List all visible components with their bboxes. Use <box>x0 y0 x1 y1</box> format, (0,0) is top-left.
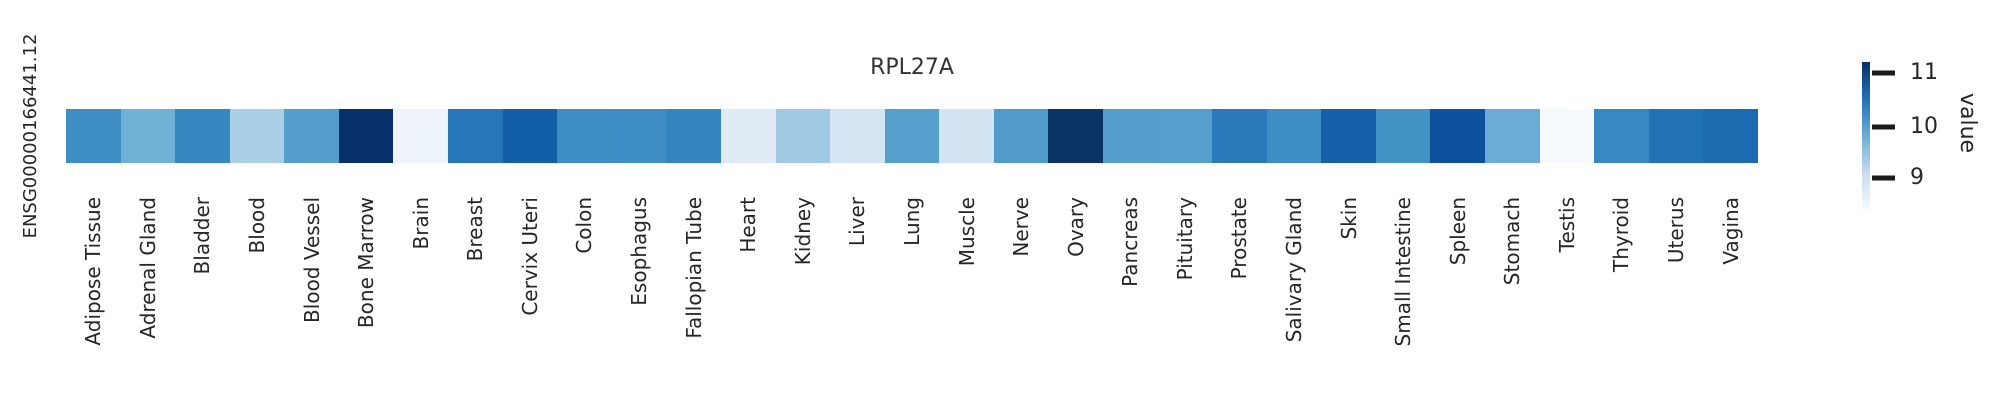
x-tick-label: Blood Vessel <box>299 197 324 323</box>
heatmap-cell <box>1212 109 1267 163</box>
x-tick-label: Bladder <box>190 197 215 275</box>
heatmap-cell <box>1703 109 1758 163</box>
x-axis-tick-labels: Adipose Tissue Adrenal Gland Bladder Blood B… <box>66 197 1758 397</box>
x-tick-label: Ovary <box>1063 197 1088 257</box>
x-tick-label: Liver <box>845 197 870 247</box>
heatmap-cell <box>338 109 394 163</box>
x-tick-label: Colon <box>572 197 597 254</box>
heatmap-cell <box>66 109 121 163</box>
x-tick-label: Vagina <box>1718 197 1743 265</box>
heatmap-cell <box>284 109 339 163</box>
x-tick-label: Uterus <box>1664 197 1689 264</box>
heatmap-cell <box>120 109 176 163</box>
x-tick-label: Stomach <box>1500 197 1525 286</box>
colorbar-tick-10 <box>1872 124 1895 129</box>
x-tick-label: Salivary Gland <box>1282 197 1306 343</box>
heatmap-cell <box>993 109 1049 163</box>
colorbar: 11 10 9 <box>1862 62 1982 210</box>
x-tick-label: Heart <box>736 197 761 253</box>
x-tick-label: Adipose Tissue <box>81 197 106 346</box>
y-axis-row-label: ENSG00000166441.12 <box>20 33 41 239</box>
heatmap-cell <box>720 109 776 163</box>
heatmap-cell <box>1594 109 1649 163</box>
x-tick-label: Breast <box>463 197 488 262</box>
heatmap-cell <box>666 109 721 163</box>
heatmap-row <box>66 109 1758 163</box>
x-tick-label: Muscle <box>954 197 979 267</box>
heatmap-cell <box>1430 109 1486 163</box>
heatmap-cell <box>1048 109 1103 163</box>
x-tick-label: Nerve <box>1009 197 1034 257</box>
colorbar-gradient <box>1862 62 1870 210</box>
x-tick-label: Blood <box>245 197 270 254</box>
x-tick-label: Thyroid <box>1609 197 1634 272</box>
x-tick-label: Bone Marrow <box>354 197 379 329</box>
heatmap-cell <box>1375 109 1431 163</box>
x-tick-label: Pituitary <box>1172 197 1197 281</box>
x-tick-label: Esophagus <box>627 197 652 306</box>
x-tick-label: Skin <box>1336 197 1361 240</box>
x-tick-label: Small Intestine <box>1391 197 1416 347</box>
heatmap-cell <box>557 109 612 163</box>
x-tick-label: Kidney <box>790 197 815 266</box>
x-tick-label: Pancreas <box>1118 197 1143 287</box>
heatmap-cell <box>884 109 940 163</box>
colorbar-tick-11 <box>1872 70 1895 76</box>
x-tick-label: Testis <box>1554 197 1579 253</box>
heatmap-cell <box>393 109 449 163</box>
x-tick-label: Brain <box>408 197 433 250</box>
x-tick-label: Prostate <box>1227 197 1252 280</box>
heatmap-cell <box>448 109 503 163</box>
x-tick-label: Spleen <box>1445 197 1470 266</box>
colorbar-axis-label: value <box>1955 92 1980 154</box>
heatmap-cell <box>1539 109 1595 163</box>
x-tick-label: Adrenal Gland <box>135 197 160 339</box>
colorbar-tick-label: 10 <box>1910 113 1938 139</box>
x-tick-label: Lung <box>899 197 924 246</box>
heatmap-cell <box>830 109 885 163</box>
heatmap-cell <box>502 109 558 163</box>
heatmap-cell <box>229 109 285 163</box>
heatmap-cell <box>775 109 831 163</box>
x-tick-label: Cervix Uteri <box>517 197 542 316</box>
heatmap-cell <box>1321 109 1376 163</box>
heatmap-cell <box>611 109 667 163</box>
colorbar-tick-label: 11 <box>1910 60 1938 85</box>
x-tick-label: Fallopian Tube <box>681 197 706 339</box>
heatmap-cell <box>1157 109 1213 163</box>
heatmap-cell <box>1102 109 1158 163</box>
colorbar-tick-9 <box>1872 175 1895 181</box>
heatmap-cell <box>1648 109 1704 163</box>
heatmap-cell <box>175 109 230 163</box>
heatmap-cell <box>939 109 994 163</box>
heatmap-cell <box>1485 109 1540 163</box>
colorbar-tick-label: 9 <box>1910 165 1924 190</box>
heatmap-cell <box>1266 109 1322 163</box>
chart-title: RPL27A <box>870 55 954 80</box>
